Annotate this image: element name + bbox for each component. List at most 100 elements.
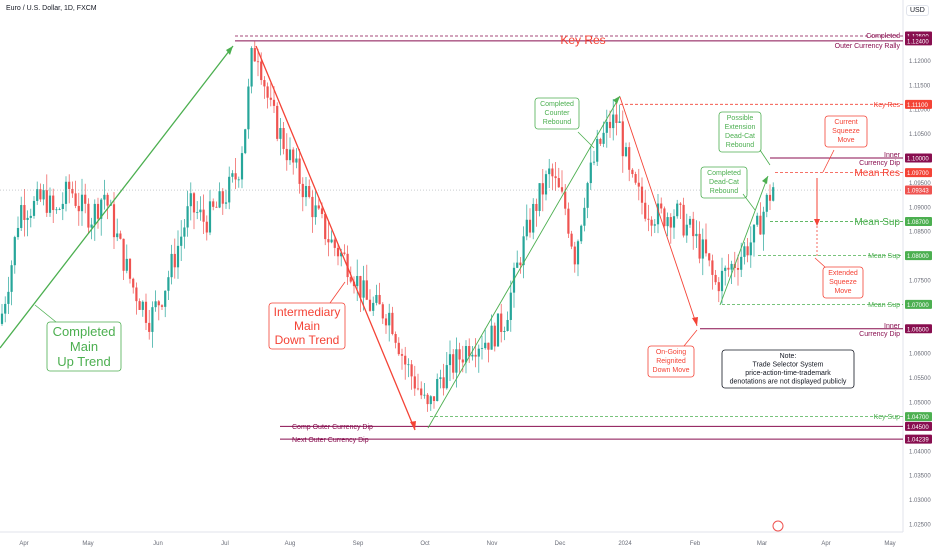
candle-body	[394, 333, 397, 343]
candle-body	[490, 325, 493, 350]
candle-body	[29, 215, 32, 218]
candle-body	[586, 183, 589, 208]
candle-body	[423, 394, 426, 396]
candle-body	[685, 224, 688, 236]
price-label: 1.04700	[907, 415, 929, 421]
candle-body	[407, 364, 410, 366]
y-tick-label: 1.05500	[909, 376, 931, 382]
candle-body	[301, 183, 304, 198]
y-tick-label: 1.03500	[909, 474, 931, 480]
callout-current-squeeze-box	[824, 115, 868, 148]
candle-body	[461, 359, 464, 363]
candle-body	[87, 203, 90, 228]
candle-body	[176, 245, 180, 268]
x-tick-label: Jun	[153, 541, 163, 547]
candle-body	[132, 278, 135, 288]
callout-completed-deadcat-text: Completed	[707, 170, 741, 177]
current-price-label: 1.09343	[907, 189, 929, 195]
candle-body	[711, 260, 714, 275]
candle-body	[381, 304, 384, 319]
x-tick-label: Mar	[757, 541, 767, 547]
currency-button[interactable]: USD	[906, 5, 929, 16]
candle-body	[576, 241, 580, 265]
candle-body	[749, 242, 752, 256]
candle-body	[384, 318, 388, 326]
candle-body	[336, 247, 340, 257]
x-tick-label: Sep	[353, 541, 364, 547]
trend-deadcat	[719, 175, 769, 306]
candle-body	[548, 168, 551, 175]
candle-body	[471, 354, 474, 357]
candle-body	[282, 128, 285, 149]
candle-body	[762, 211, 765, 235]
chart-title: Euro / U.S. Dollar, 1D, FXCM	[6, 5, 97, 12]
candle-body	[455, 349, 458, 373]
candle-body	[55, 209, 58, 211]
price-label: 1.09700	[907, 171, 929, 177]
candle-body	[250, 48, 253, 87]
price-label: 1.04239	[907, 438, 929, 444]
callout-note-box	[721, 349, 855, 389]
candle-body	[532, 203, 535, 233]
candle-body	[215, 206, 218, 208]
callout-completed-main-up-text: Main	[70, 339, 98, 354]
label-mean-res: Mean Res	[854, 168, 900, 179]
callout-current-squeeze-text: Current	[834, 119, 857, 126]
candle-body	[688, 218, 692, 225]
candle-body	[256, 61, 260, 63]
candle-body	[253, 48, 256, 62]
candle-body	[541, 183, 544, 195]
candle-body	[183, 227, 186, 237]
candle-body	[538, 183, 541, 211]
callout-completed-main-up-text: Completed	[53, 324, 116, 339]
candle-body	[276, 105, 279, 139]
trend-ongoing-down	[619, 96, 698, 327]
candle-body	[743, 246, 746, 257]
candle-body	[468, 346, 471, 357]
candle-body	[599, 138, 602, 144]
candle-body	[96, 203, 100, 219]
connector	[742, 193, 756, 211]
candle-body	[484, 342, 487, 349]
candle-body	[199, 209, 202, 213]
y-tick-label: 1.10500	[909, 132, 931, 138]
candle-body	[736, 268, 740, 270]
candle-body	[647, 218, 650, 220]
price-label-box	[905, 412, 932, 422]
callout-current-squeeze-text: Squeeze	[832, 128, 860, 135]
candle-body	[240, 153, 244, 180]
candle-body	[349, 277, 352, 282]
candle-body	[122, 238, 125, 271]
candle-body	[701, 239, 704, 259]
candle-body	[231, 173, 234, 177]
candle-body	[68, 181, 71, 189]
candle-body	[404, 355, 407, 365]
price-label: 1.04500	[907, 425, 929, 431]
candle-body	[224, 202, 228, 204]
candle-body	[61, 203, 64, 210]
callout-possible-extension-box	[718, 111, 762, 153]
candle-body	[71, 188, 74, 194]
candle-body	[244, 129, 247, 154]
callout-extended-squeeze-text: Squeeze	[829, 279, 857, 286]
candle-body	[212, 201, 215, 207]
callout-possible-extension-text: Dead-Cat	[725, 133, 755, 140]
x-tick-label: Oct	[420, 541, 430, 547]
candle-body	[663, 208, 666, 227]
y-tick-label: 1.12000	[909, 59, 931, 65]
candle-body	[445, 365, 448, 389]
candle-body	[717, 282, 720, 292]
candle-body	[496, 313, 500, 347]
arrow-head	[692, 317, 698, 326]
candle-body	[432, 396, 436, 402]
candle-body	[637, 182, 640, 187]
callout-completed-counter-text: Counter	[545, 110, 571, 117]
candle-body	[173, 253, 176, 268]
callout-ongoing-text: On-Going	[656, 349, 686, 356]
trend-main-down	[255, 45, 416, 431]
x-tick-label: Apr	[821, 541, 830, 547]
candle-body	[112, 204, 116, 238]
callout-extended-squeeze-text: Extended	[828, 270, 858, 277]
label-key-res-big: Key Res	[560, 33, 605, 47]
